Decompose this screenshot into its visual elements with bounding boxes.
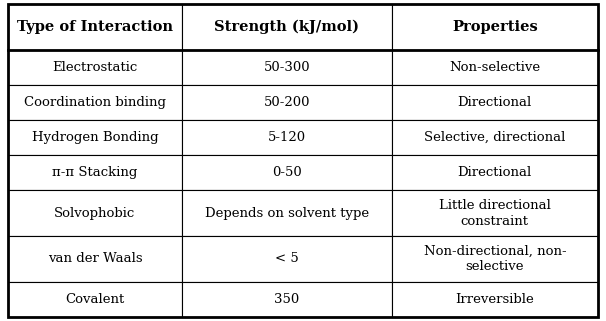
Text: Little directional
constraint: Little directional constraint: [439, 199, 551, 228]
Text: 0-50: 0-50: [272, 166, 302, 179]
Text: 5-120: 5-120: [268, 131, 306, 144]
Text: π-π Stacking: π-π Stacking: [52, 166, 138, 179]
Text: 50-200: 50-200: [264, 96, 310, 109]
Bar: [8, 4, 182, 50]
Bar: [8, 50, 182, 85]
Bar: [182, 4, 391, 50]
Bar: [8, 155, 182, 190]
Text: Strength (kJ/mol): Strength (kJ/mol): [215, 20, 359, 34]
Bar: [182, 236, 391, 282]
Bar: [391, 50, 598, 85]
Bar: [391, 236, 598, 282]
Text: van der Waals: van der Waals: [48, 252, 142, 265]
Bar: [391, 190, 598, 236]
Text: Selective, directional: Selective, directional: [424, 131, 565, 144]
Bar: [182, 85, 391, 120]
Text: Solvophobic: Solvophobic: [55, 207, 136, 220]
Text: Depends on solvent type: Depends on solvent type: [205, 207, 369, 220]
Bar: [391, 155, 598, 190]
Bar: [8, 85, 182, 120]
Text: Non-directional, non-
selective: Non-directional, non- selective: [424, 244, 566, 273]
Text: Irreversible: Irreversible: [456, 293, 534, 306]
Bar: [8, 190, 182, 236]
Bar: [391, 120, 598, 155]
Text: Properties: Properties: [452, 20, 538, 34]
Bar: [182, 190, 391, 236]
Bar: [182, 120, 391, 155]
Text: Directional: Directional: [458, 166, 532, 179]
Bar: [8, 236, 182, 282]
Text: < 5: < 5: [275, 252, 299, 265]
Text: Coordination binding: Coordination binding: [24, 96, 166, 109]
Bar: [391, 85, 598, 120]
Text: 50-300: 50-300: [264, 61, 310, 74]
Text: Directional: Directional: [458, 96, 532, 109]
Text: Type of Interaction: Type of Interaction: [17, 20, 173, 34]
Text: Covalent: Covalent: [65, 293, 125, 306]
Text: Electrostatic: Electrostatic: [52, 61, 138, 74]
Text: 350: 350: [274, 293, 299, 306]
Bar: [182, 155, 391, 190]
Bar: [8, 282, 182, 317]
Bar: [182, 50, 391, 85]
Text: Non-selective: Non-selective: [449, 61, 541, 74]
Bar: [391, 4, 598, 50]
Bar: [8, 120, 182, 155]
Bar: [391, 282, 598, 317]
Bar: [182, 282, 391, 317]
Text: Hydrogen Bonding: Hydrogen Bonding: [32, 131, 158, 144]
